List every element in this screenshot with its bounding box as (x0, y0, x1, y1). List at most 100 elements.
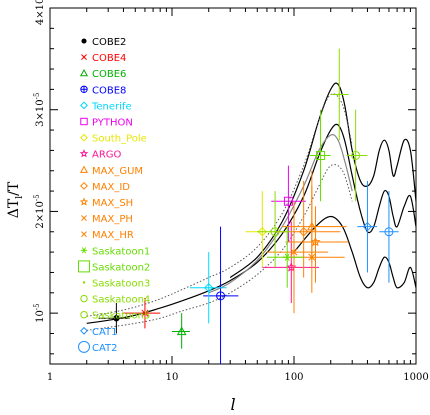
legend-item-saskatoon3: Saskatoon3 (82, 279, 150, 290)
marker (80, 133, 88, 142)
marker (270, 227, 280, 237)
data-point-tenerife (189, 252, 227, 324)
marker (79, 149, 89, 158)
marker (78, 260, 90, 273)
data-point-cat2 (379, 191, 399, 283)
y-tick-label: 2×10-5 (33, 194, 46, 228)
y-axis-label-main: ΔT (6, 198, 22, 218)
legend-label: Tenerife (91, 101, 132, 112)
legend-label: ARGO (92, 150, 122, 161)
legend: COBE2 COBE4 COBE6 COBE8 Tenerife PYTHON South_… (78, 37, 150, 354)
marker (384, 227, 394, 237)
legend-item-python: PYTHON (80, 117, 133, 129)
marker (78, 340, 90, 353)
marker (80, 117, 88, 126)
y-tick-label-text: 2×10-5 (33, 194, 46, 228)
marker (81, 247, 87, 254)
data-point-saskatoon2 (309, 109, 331, 202)
marker (176, 326, 187, 336)
y-tick-label: 10-5 (33, 303, 46, 323)
plot-frame (49, 7, 417, 365)
legend-label: Saskatoon4 (92, 295, 150, 306)
y-tick-label: 4×10-5 (33, 0, 46, 25)
legend-item-max-hr: MAX_HR (81, 230, 134, 241)
x-axis-label: l (230, 395, 235, 414)
legend-label: PYTHON (92, 118, 133, 129)
legend-item-argo: ARGO (79, 149, 122, 161)
legend-item-cat1: CAT1 (80, 326, 118, 338)
y-tick-label-text: 4×10-5 (33, 0, 46, 25)
model-curves (86, 82, 416, 331)
data-point-python (271, 165, 306, 242)
x-tick-label: 1 (47, 372, 53, 383)
svg-text:ΔTl/T: ΔTl/T (6, 181, 25, 218)
marker (79, 68, 89, 77)
legend-item-cat2: CAT2 (78, 340, 118, 354)
legend-item-cobe2: COBE2 (81, 37, 126, 48)
legend-item-saskatoon2: Saskatoon2 (78, 260, 150, 273)
legend-item-max-gum: MAX_GUM (79, 165, 143, 177)
data-point-cobe2 (98, 302, 130, 334)
marker (80, 326, 88, 335)
legend-item-cobe8: COBE8 (80, 85, 126, 96)
model-curve-6 (208, 133, 353, 294)
legend-label: COBE4 (92, 53, 126, 64)
legend-label: COBE6 (92, 69, 126, 80)
legend-item-max-sh: MAX_SH (79, 197, 133, 209)
marker (81, 231, 87, 238)
model-curve-3 (293, 215, 416, 289)
marker (316, 150, 326, 160)
marker (80, 181, 88, 190)
y-tick-label-text: 3×10-5 (33, 93, 46, 127)
marker (298, 227, 309, 237)
marker (204, 283, 214, 293)
axis-ticks: 1 10 100 1000 10-5 2×10-5 3×10-5 4×10-5 (33, 0, 429, 383)
x-tick-label: 10 (166, 372, 179, 383)
data-point-max-sh (285, 206, 349, 283)
data-point-saskatoon4 (346, 109, 368, 202)
marker (79, 165, 89, 173)
marker (81, 54, 87, 61)
marker (351, 150, 361, 160)
marker (79, 197, 89, 206)
marker (113, 315, 120, 322)
marker (257, 227, 268, 237)
data-point-south-pole (245, 191, 279, 268)
legend-item-max-ph: MAX_PH (81, 214, 133, 225)
legend-label: CAT2 (92, 343, 118, 354)
legend-label: COBE2 (92, 37, 126, 48)
data-points (98, 48, 399, 364)
y-axis-label-den: /T (6, 181, 22, 196)
marker (80, 294, 88, 303)
legend-label: MAX_SH (92, 198, 133, 209)
legend-label: MAX_HR (92, 230, 134, 241)
model-curve-1 (86, 123, 416, 324)
legend-item-cobe4: COBE4 (81, 53, 126, 64)
legend-label: MAX_PH (92, 214, 133, 225)
marker (308, 253, 316, 261)
marker (283, 196, 293, 206)
data-point-saskatoon1 (266, 226, 304, 288)
y-tick-label-text: 10-5 (33, 303, 46, 323)
marker (310, 236, 321, 247)
legend-label: Saskatoon5 (92, 311, 150, 322)
model-curve-5 (86, 93, 353, 317)
legend-label: Saskatoon2 (92, 262, 150, 273)
legend-label: MAX_ID (92, 182, 130, 193)
legend-item-saskatoon5: Saskatoon5 (80, 311, 150, 322)
legend-item-saskatoon4: Saskatoon4 (80, 294, 150, 306)
marker (141, 309, 149, 317)
marker (81, 38, 87, 44)
data-point-cat1 (357, 180, 378, 273)
y-tick-label: 3×10-5 (33, 93, 46, 127)
legend-item-max-id: MAX_ID (80, 181, 130, 193)
legend-label: Saskatoon3 (92, 279, 150, 290)
marker (82, 281, 86, 284)
x-tick-label: 100 (284, 372, 303, 383)
y-axis-label: ΔTl/T (6, 181, 25, 218)
marker (81, 215, 87, 222)
x-tick-label: 1000 (403, 372, 428, 383)
data-point-cobe6 (172, 313, 190, 349)
